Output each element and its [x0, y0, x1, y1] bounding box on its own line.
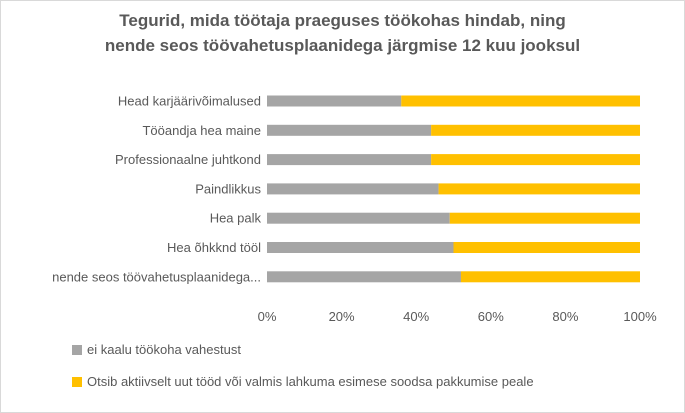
- category-label-4: Hea palk: [210, 211, 262, 226]
- bar-gray-2: [267, 154, 432, 166]
- bar-gray-5: [267, 242, 454, 253]
- category-label-6: nende seos töövahetusplaanidega...: [52, 269, 261, 284]
- x-tick-label-1: 20%: [329, 309, 355, 324]
- category-label-1: Tööandja hea maine: [142, 123, 261, 138]
- bar-yellow-3: [438, 183, 640, 195]
- legend-label-1: Otsib aktiivselt uut tööd või valmis lah…: [87, 374, 534, 389]
- bar-yellow-4: [449, 212, 640, 224]
- legend-item-0: ei kaalu töökoha vahestust: [72, 342, 241, 357]
- bar-yellow-1: [431, 124, 640, 136]
- x-tick-label-0: 0%: [258, 309, 277, 324]
- x-tick-label-3: 60%: [478, 309, 504, 324]
- bar-yellow-6: [460, 271, 640, 283]
- bar-yellow-2: [431, 154, 640, 166]
- x-tick-label-5: 100%: [623, 309, 657, 324]
- x-tick-label-2: 40%: [403, 309, 429, 324]
- legend-label-0: ei kaalu töökoha vahestust: [87, 342, 241, 357]
- bar-yellow-0: [401, 95, 640, 107]
- legend-swatch-gray: [72, 344, 82, 355]
- bar-gray-4: [267, 212, 450, 224]
- x-axis-tick-labels: 0% 20% 40% 60% 80% 100%: [258, 309, 657, 324]
- bar-gray-1: [267, 124, 432, 136]
- bar-gray-3: [267, 183, 439, 195]
- category-label-5: Hea õhkknd tööl: [167, 240, 261, 255]
- bar-gray-6: [267, 271, 461, 283]
- legend-swatch-yellow: [72, 376, 82, 387]
- bar-gray-0: [267, 95, 402, 107]
- category-labels: Head karjäärivõimalused Tööandja hea main…: [52, 94, 261, 285]
- bars-group: [267, 95, 640, 283]
- chart-title: Tegurid, mida töötaja praeguses töökohas…: [0, 8, 685, 58]
- legend-item-1: Otsib aktiivselt uut tööd või valmis lah…: [72, 374, 534, 389]
- category-label-0: Head karjäärivõimalused: [118, 94, 261, 109]
- bar-yellow-5: [453, 242, 640, 253]
- chart-title-line-2: nende seos töövahetusplaanidega järgmise…: [104, 36, 581, 55]
- x-tick-label-4: 80%: [552, 309, 578, 324]
- chart-title-line-1: Tegurid, mida töötaja praeguses töökohas…: [119, 11, 566, 30]
- category-label-3: Paindlikkus: [195, 181, 261, 196]
- category-label-2: Professionaalne juhtkond: [115, 152, 261, 167]
